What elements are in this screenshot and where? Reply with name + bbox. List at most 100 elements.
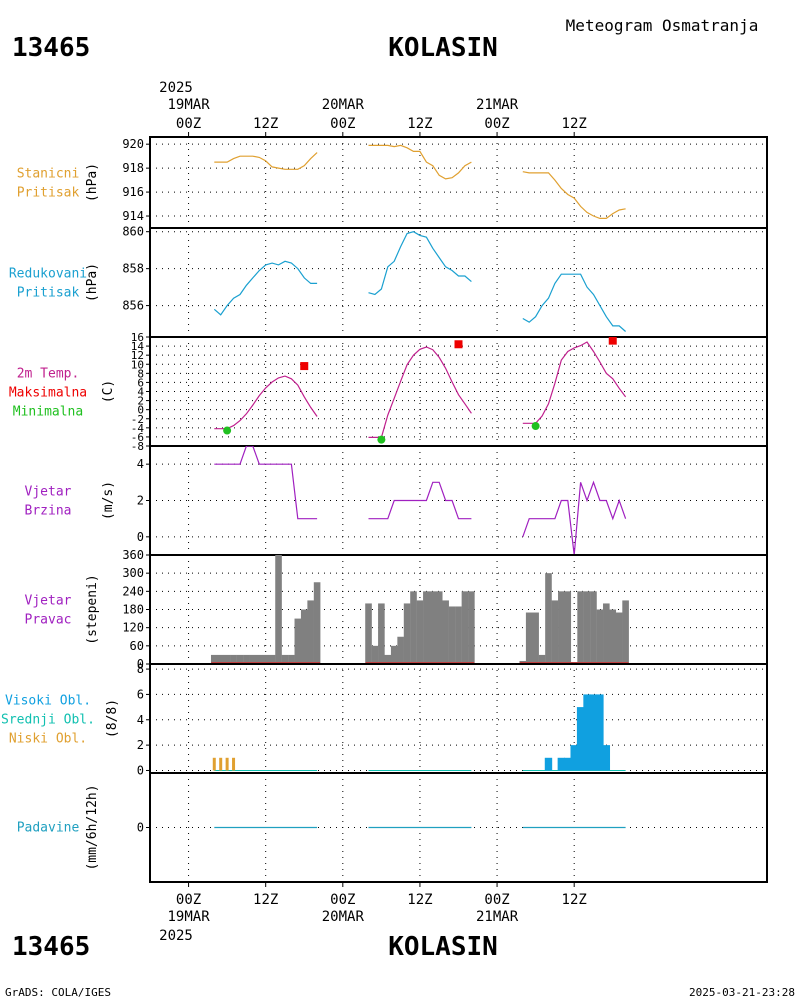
date-label: 19MAR bbox=[167, 909, 210, 925]
y-tick-label: 2 bbox=[137, 738, 144, 752]
high-cloud-bar bbox=[570, 745, 578, 771]
panel-label: Stanicni bbox=[17, 167, 80, 182]
y-axis-label: (stepeni) bbox=[85, 574, 100, 644]
wind-direction-bar bbox=[622, 600, 629, 664]
y-tick-label: 8 bbox=[137, 367, 144, 380]
panel-label: Vjetar bbox=[25, 485, 72, 500]
wind-direction-bar bbox=[307, 600, 314, 664]
wind-direction-bar bbox=[410, 591, 417, 664]
panel-label: Pritisak bbox=[17, 286, 80, 301]
max-temp-marker bbox=[608, 337, 617, 345]
wind-direction-bar bbox=[603, 603, 610, 664]
high-cloud-bar bbox=[576, 707, 585, 771]
footer-station-name: KOLASIN bbox=[388, 932, 498, 962]
footer-credit: GrADS: COLA/IGES bbox=[5, 986, 111, 999]
y-tick-label: -4 bbox=[131, 422, 145, 435]
y-tick-label: 6 bbox=[137, 687, 144, 701]
wind-direction-bar bbox=[210, 654, 218, 664]
y-tick-label: 0 bbox=[137, 763, 144, 777]
wind-direction-bar bbox=[590, 591, 597, 664]
wind-direction-bar bbox=[532, 612, 539, 664]
series-line bbox=[368, 346, 472, 438]
low-cloud-bar bbox=[219, 757, 223, 771]
series-line bbox=[214, 375, 318, 430]
y-tick-label: 4 bbox=[137, 457, 144, 471]
wind-direction-bar bbox=[243, 654, 250, 664]
top-time-axis: 00Z 19MAR 12Z 00Z 20MAR 12Z 00Z 21MAR 12Z bbox=[167, 97, 587, 137]
product-title: Meteogram Osmatranja bbox=[566, 16, 759, 35]
y-tick-label: 16 bbox=[131, 331, 144, 344]
wind-direction-bar bbox=[468, 591, 475, 664]
y-tick-label: -8 bbox=[131, 440, 144, 453]
wind-direction-bar bbox=[461, 591, 469, 664]
max-temp-marker bbox=[300, 362, 309, 371]
wind-direction-bar bbox=[262, 654, 269, 664]
y-tick-label: 918 bbox=[122, 161, 144, 175]
y-tick-label: 914 bbox=[122, 209, 144, 223]
series-line bbox=[213, 260, 318, 316]
wind-direction-bar bbox=[429, 591, 437, 664]
max-temp-marker bbox=[454, 340, 463, 349]
panel-clouds: 0 2 4 6 8 (8/8) Visoki Obl. Srednji Obl. Niski O… bbox=[1, 662, 768, 777]
wind-direction-bar bbox=[525, 612, 533, 664]
wind-direction-bar bbox=[249, 654, 257, 664]
panel-label: Padavine bbox=[17, 821, 80, 836]
time-tick-label: 12Z bbox=[562, 116, 587, 132]
y-tick-label: 6 bbox=[137, 376, 144, 389]
wind-direction-bar bbox=[397, 636, 404, 664]
panel-content bbox=[212, 694, 626, 771]
panel-content bbox=[213, 231, 626, 332]
y-tick-label: 0 bbox=[137, 657, 144, 671]
y-tick-label: 12 bbox=[131, 349, 144, 362]
time-tick-label: 12Z bbox=[253, 892, 278, 908]
panel-label: Niski Obl. bbox=[9, 732, 87, 747]
y-axis-label: (8/8) bbox=[105, 699, 120, 738]
wind-direction-bar bbox=[455, 606, 462, 664]
wind-direction-bar bbox=[596, 609, 604, 664]
time-tick-label: 12Z bbox=[253, 116, 278, 132]
station-name: KOLASIN bbox=[388, 33, 498, 63]
high-cloud-bar bbox=[583, 694, 591, 771]
footer-station-id: 13465 bbox=[12, 932, 90, 962]
wind-direction-bar bbox=[294, 618, 302, 664]
wind-direction-bar bbox=[416, 600, 424, 664]
wind-direction-bar bbox=[223, 654, 231, 664]
wind-direction-bar bbox=[423, 591, 430, 664]
series-line bbox=[368, 231, 472, 296]
wind-direction-bar bbox=[390, 645, 398, 664]
y-tick-label: 856 bbox=[122, 299, 144, 313]
wind-direction-bar bbox=[442, 600, 449, 664]
y-tick-label: 2 bbox=[137, 395, 144, 408]
panel-label: Redukovani bbox=[9, 267, 87, 282]
wind-direction-bar bbox=[371, 645, 379, 664]
wind-direction-bar bbox=[564, 591, 572, 664]
panel-label: 2m Temp. bbox=[17, 367, 80, 382]
y-axis-label: (mm/6h/12h) bbox=[85, 784, 100, 870]
y-tick-label: 360 bbox=[122, 548, 144, 562]
y-tick-label: 920 bbox=[122, 137, 144, 151]
time-tick-label: 00Z bbox=[330, 892, 355, 908]
panel-label: Pritisak bbox=[17, 186, 80, 201]
wind-direction-bar bbox=[615, 612, 623, 664]
footer-timestamp: 2025-03-21-23:28 bbox=[689, 986, 795, 999]
wind-direction-bar bbox=[217, 654, 224, 664]
wind-direction-bar bbox=[255, 654, 263, 664]
high-cloud-bar bbox=[589, 694, 598, 771]
bottom-year-label: 2025 bbox=[159, 928, 193, 944]
panel-content bbox=[214, 144, 626, 219]
wind-direction-bar bbox=[448, 606, 456, 664]
panel-wind-speed: 0 2 4 (m/s) Vjetar Brzina bbox=[25, 445, 768, 556]
y-tick-label: 860 bbox=[122, 225, 144, 239]
y-tick-label: 2 bbox=[137, 494, 144, 508]
min-temp-marker bbox=[377, 435, 386, 444]
panel-frame bbox=[149, 136, 768, 229]
wind-direction-bar bbox=[268, 654, 276, 664]
time-tick-label: 00Z bbox=[176, 116, 201, 132]
date-label: 19MAR bbox=[167, 97, 210, 113]
wind-direction-bar bbox=[577, 591, 584, 664]
series-line bbox=[368, 144, 472, 180]
y-tick-label: 0 bbox=[137, 404, 144, 417]
wind-direction-bar bbox=[583, 591, 591, 664]
panel-frame bbox=[149, 663, 768, 774]
